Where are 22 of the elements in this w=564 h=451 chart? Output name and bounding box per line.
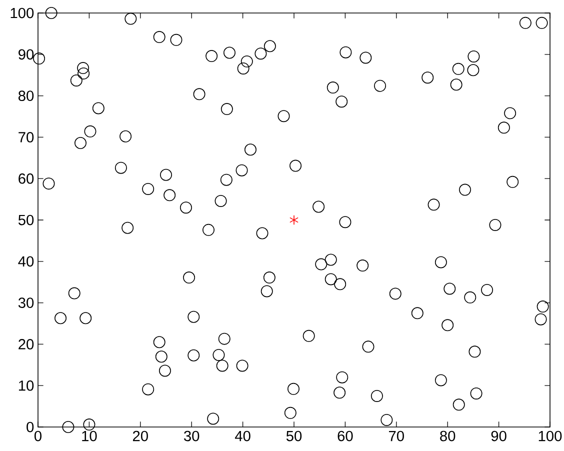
x-tick-label: 100 [538,430,562,442]
y-tick-label: 0 [26,422,34,432]
x-tick-label: 70 [389,430,404,442]
y-tick-label: 60 [18,173,34,184]
x-tick-label: 40 [234,430,250,442]
y-tick-label: 10 [18,380,34,391]
x-tick-label: 90 [491,430,506,442]
x-tick-label: 10 [82,430,97,442]
y-tick-label: 70 [18,132,34,142]
y-tick-label: 90 [18,49,34,60]
y-tick-label: 40 [18,256,34,267]
x-tick-label: 0 [34,430,42,442]
x-tick-label: 20 [132,430,148,442]
x-tick-label: 60 [338,430,353,442]
x-tick-label: 50 [286,430,302,442]
y-tick-label: 20 [18,339,34,350]
y-tick-label: 50 [18,214,34,226]
y-tick-label: 100 [10,8,34,18]
x-tick-label: 30 [184,430,200,442]
x-tick-label: 80 [440,430,456,442]
y-tick-label: 80 [18,90,34,101]
y-tick-label: 30 [18,298,34,308]
